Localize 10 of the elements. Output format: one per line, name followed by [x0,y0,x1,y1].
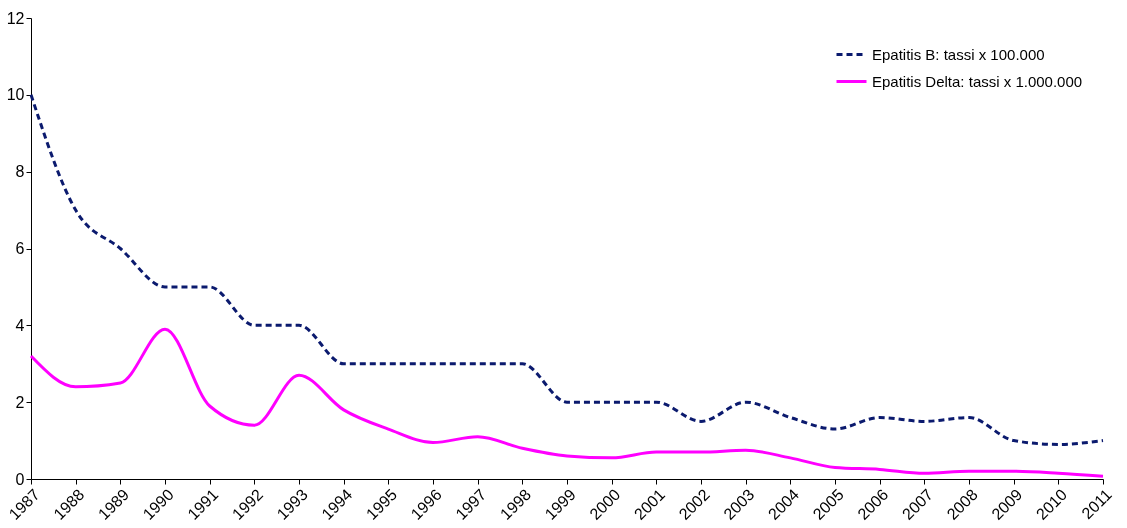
y-tick-label: 0 [15,470,25,488]
y-tick-label: 8 [15,163,25,181]
y-tick-label: 10 [6,86,25,104]
legend-label: Epatitis B: tassi x 100.000 [872,45,1045,63]
y-tick-label: 2 [15,393,25,411]
y-tick-label: 12 [6,9,25,27]
y-tick-label: 6 [15,240,25,257]
y-tick-label: 4 [15,316,25,334]
line-series [29,93,1105,446]
legend-label: Epatitis Delta: tassi x 1.000.000 [872,72,1083,90]
